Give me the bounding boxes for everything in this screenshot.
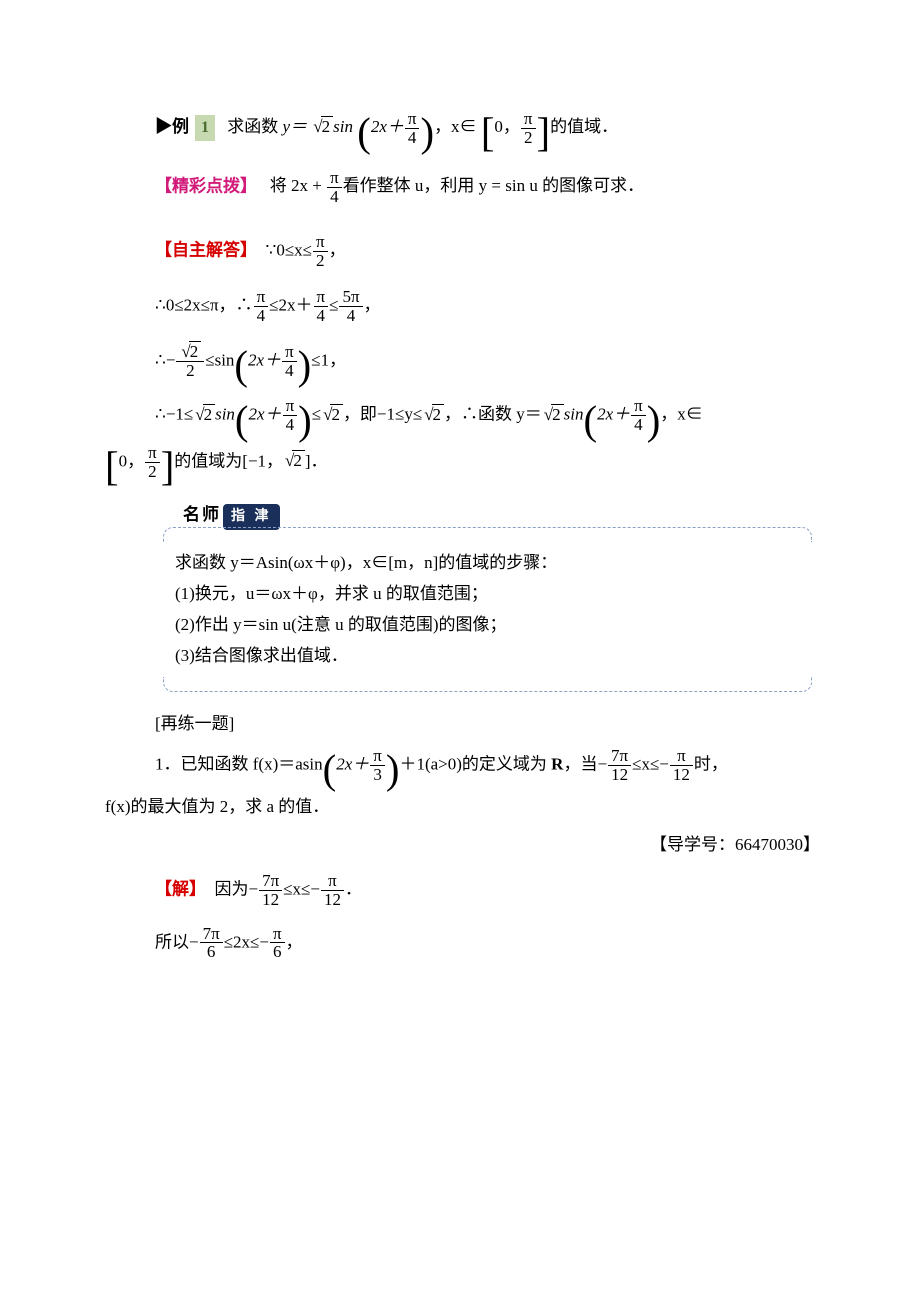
retry-header: [再练一题]	[155, 710, 820, 737]
tip-tab: 名师指 津	[183, 501, 280, 530]
tip-line-1: (1)换元，u＝ωx＋φ，并求 u 的取值范围；	[175, 580, 800, 607]
example-number-badge: 1	[195, 115, 215, 141]
hint-text: 将 2x + π4看作整体 u，利用 y = sin u 的图像可求．	[266, 176, 645, 195]
problem-text: 求函数 y＝ 2sin (2x＋π4)，x∈ [0，π2]的值域．	[227, 117, 618, 136]
example-problem: ▶例 1 求函数 y＝ 2sin (2x＋π4)，x∈ [0，π2]的值域．	[155, 110, 820, 147]
solution-label: 【解】	[155, 879, 206, 898]
answer-line-3: ∴−22≤sin(2x＋π4)≤1，	[155, 343, 820, 380]
retry-question: 1．已知函数 f(x)＝asin(2x＋π3)＋1(a>0)的定义域为 R，当−…	[155, 747, 820, 784]
retry-section: [再练一题] 1．已知函数 f(x)＝asin(2x＋π3)＋1(a>0)的定义…	[155, 710, 820, 962]
answer-label: 【自主解答】	[155, 241, 257, 260]
answer-line-2: ∴0≤2x≤π，∴π4≤2x＋π4≤5π4，	[155, 288, 820, 325]
solution-line-1: 【解】 因为−7π12≤x≤−π12．	[155, 872, 820, 909]
solution-line-2: 所以−7π6≤2x≤−π6，	[155, 925, 820, 962]
tip-box: 名师指 津 求函数 y＝Asin(ωx＋φ)，x∈[m，n]的值域的步骤： (1…	[155, 509, 820, 688]
guide-number: 【导学号：66470030】	[155, 831, 820, 858]
retry-question-line2: f(x)的最大值为 2，求 a 的值．	[105, 793, 820, 820]
sqrt-icon: 2	[311, 113, 333, 140]
page-root: ▶例 1 求函数 y＝ 2sin (2x＋π4)，x∈ [0，π2]的值域． 【精…	[0, 0, 920, 1011]
tip-line-0: 求函数 y＝Asin(ωx＋φ)，x∈[m，n]的值域的步骤：	[175, 549, 800, 576]
example-marker: ▶例	[155, 117, 189, 136]
answer-line-1: 【自主解答】 ∵0≤x≤π2，	[155, 233, 820, 270]
tip-line-3: (3)结合图像求出值域．	[175, 642, 800, 669]
tip-bottom-border	[163, 677, 812, 692]
hint-label: 【精彩点拨】	[155, 176, 257, 195]
answer-line-4: ∴−1≤2sin(2x＋π4)≤2，即−1≤y≤2，∴函数 y＝2sin(2x＋…	[155, 397, 820, 434]
tip-content: 求函数 y＝Asin(ωx＋φ)，x∈[m，n]的值域的步骤： (1)换元，u＝…	[175, 549, 800, 670]
hint-row: 【精彩点拨】 将 2x + π4看作整体 u，利用 y = sin u 的图像可…	[155, 169, 820, 206]
answer-line-5: [0，π2]的值域为[−1，2]．	[105, 444, 820, 481]
tip-top-border	[163, 527, 812, 542]
tip-line-2: (2)作出 y＝sin u(注意 u 的取值范围)的图像；	[175, 611, 800, 638]
